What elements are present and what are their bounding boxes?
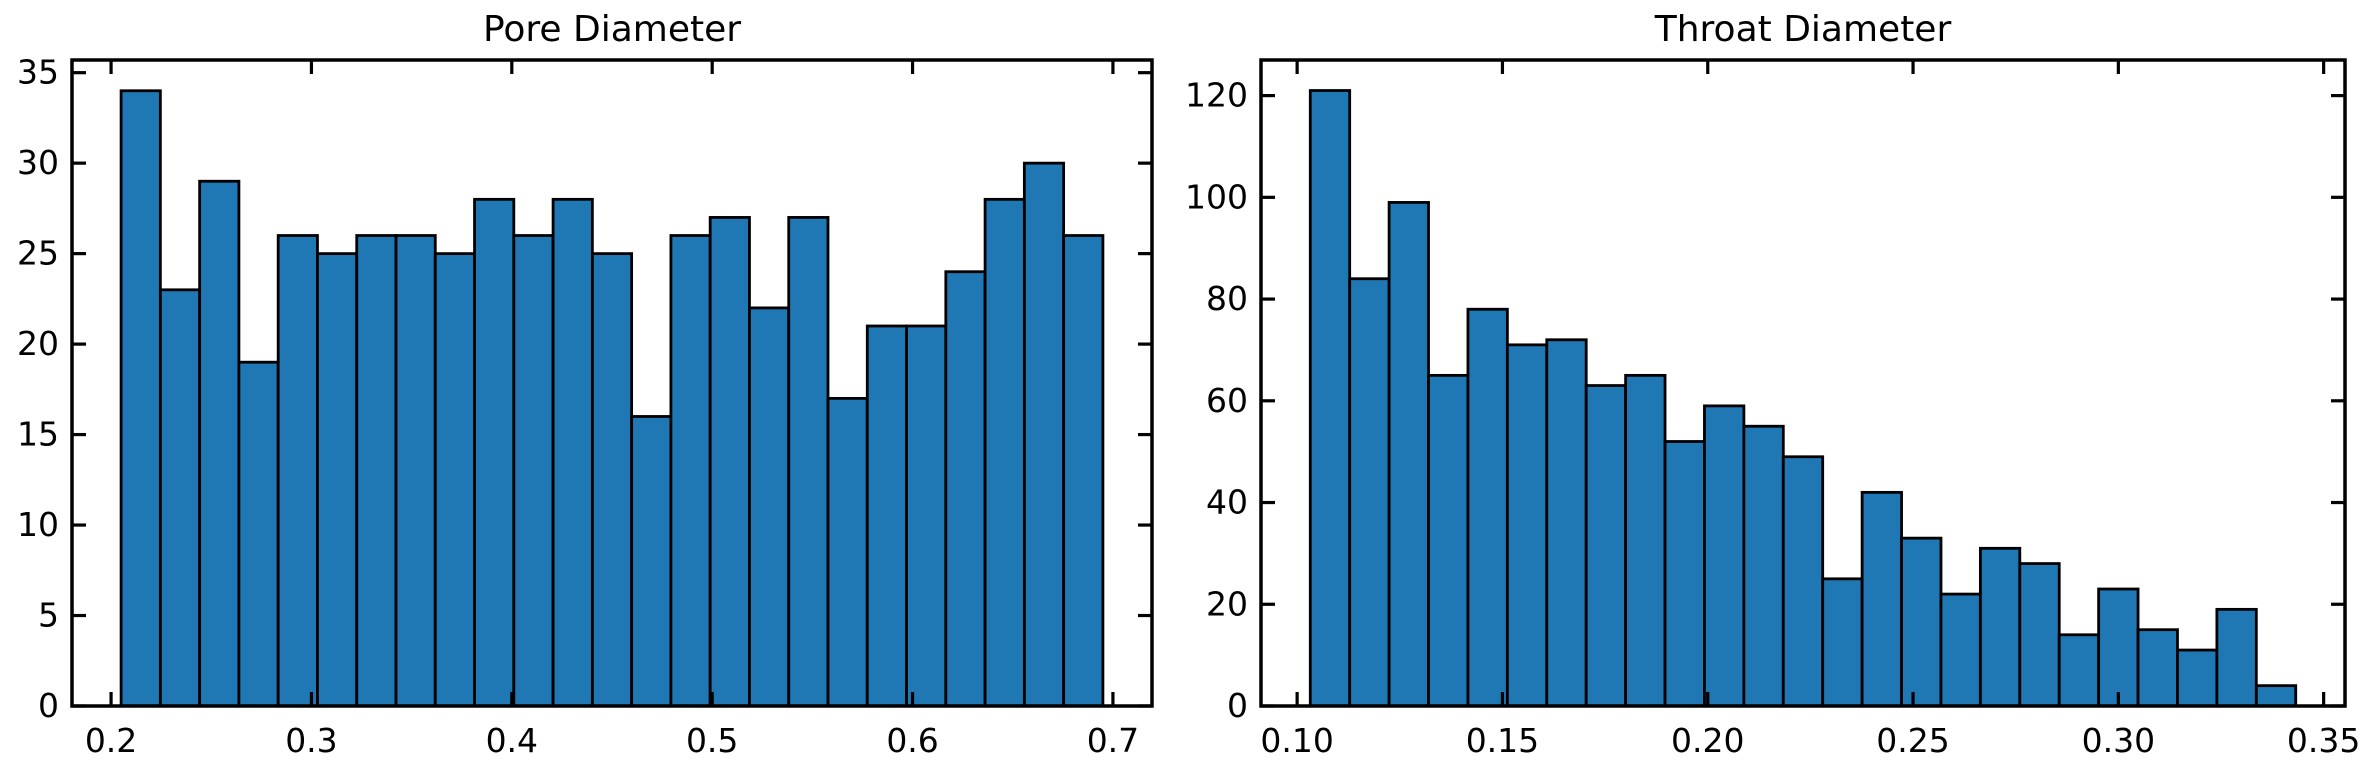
histogram-bar bbox=[1663, 440, 1706, 708]
histogram-bar bbox=[2136, 628, 2179, 708]
pore-diameter-chart-title: Pore Diameter bbox=[482, 9, 742, 50]
histogram-bar bbox=[2254, 684, 2298, 708]
histogram-bar bbox=[1978, 546, 2022, 708]
histogram-bar bbox=[1022, 161, 1066, 708]
y-tick-label: 100 bbox=[1185, 177, 1248, 216]
x-tick-label: 0.20 bbox=[1671, 721, 1744, 760]
y-tick-label: 40 bbox=[1206, 483, 1248, 522]
histogram-bar bbox=[1860, 490, 1903, 708]
histogram-bar bbox=[2215, 607, 2258, 708]
histogram-bar bbox=[551, 197, 594, 708]
y-tick-label: 5 bbox=[38, 596, 59, 635]
histogram-bar bbox=[1821, 577, 1864, 708]
y-tick-label: 35 bbox=[17, 53, 59, 92]
x-tick-label: 0.6 bbox=[886, 721, 938, 760]
histogram-bar bbox=[1939, 592, 1982, 708]
axis-frame bbox=[70, 58, 1154, 708]
histogram-bar bbox=[2057, 633, 2101, 708]
x-tick-label: 0.5 bbox=[686, 721, 738, 760]
throat-diameter-chart-title: Throat Diameter bbox=[1654, 9, 1952, 50]
x-tick-label: 0.25 bbox=[1876, 721, 1949, 760]
histogram-bar bbox=[1427, 373, 1470, 708]
y-tick-label: 20 bbox=[1206, 584, 1248, 623]
x-tick-label: 0.7 bbox=[1087, 721, 1139, 760]
histogram-bar bbox=[2176, 648, 2219, 708]
histogram-bar bbox=[1900, 536, 1943, 708]
histogram-bar bbox=[630, 415, 673, 708]
x-tick-label: 0.30 bbox=[2082, 721, 2155, 760]
y-tick-label: 120 bbox=[1185, 76, 1248, 115]
x-tick-label: 0.10 bbox=[1260, 721, 1333, 760]
histogram-bar bbox=[316, 252, 359, 708]
histogram-bar bbox=[1742, 424, 1785, 708]
x-tick-label: 0.3 bbox=[285, 721, 337, 760]
histogram-bar bbox=[394, 234, 437, 708]
histogram-bar bbox=[2018, 562, 2061, 708]
histogram-bar bbox=[355, 234, 398, 708]
histogram-bar bbox=[983, 197, 1026, 708]
x-tick-label: 0.4 bbox=[486, 721, 538, 760]
y-tick-label: 15 bbox=[17, 415, 59, 454]
y-tick-label: 0 bbox=[1227, 686, 1248, 725]
histogram-bar bbox=[2097, 587, 2140, 708]
axis-frame bbox=[1259, 58, 2347, 708]
histogram-bar bbox=[748, 306, 791, 708]
histogram-bar bbox=[1624, 373, 1667, 708]
histogram-bar bbox=[1348, 277, 1391, 708]
histogram-bar bbox=[1308, 89, 1352, 708]
y-tick-label: 30 bbox=[17, 143, 59, 182]
histogram-bar bbox=[1387, 201, 1430, 708]
x-tick-label: 0.2 bbox=[85, 721, 137, 760]
histogram-bar bbox=[1466, 307, 1509, 708]
histogram-bar bbox=[1062, 234, 1105, 708]
x-tick-label: 0.35 bbox=[2287, 721, 2360, 760]
histogram-bar bbox=[787, 216, 830, 708]
y-tick-label: 60 bbox=[1206, 381, 1248, 420]
y-tick-label: 20 bbox=[17, 324, 59, 363]
y-tick-label: 80 bbox=[1206, 279, 1248, 318]
histogram-bar bbox=[1584, 384, 1628, 708]
histogram-bar bbox=[1781, 455, 1825, 708]
histogram-bar bbox=[473, 197, 516, 708]
x-tick-label: 0.15 bbox=[1466, 721, 1539, 760]
histogram-bar bbox=[590, 252, 634, 708]
histogram-bar bbox=[1545, 338, 1588, 708]
y-tick-label: 10 bbox=[17, 505, 59, 544]
y-tick-label: 0 bbox=[38, 686, 59, 725]
y-tick-label: 25 bbox=[17, 234, 59, 273]
histogram-bar bbox=[276, 234, 319, 708]
histogram-bar bbox=[1703, 404, 1746, 708]
histogram-bar bbox=[1505, 343, 1549, 708]
